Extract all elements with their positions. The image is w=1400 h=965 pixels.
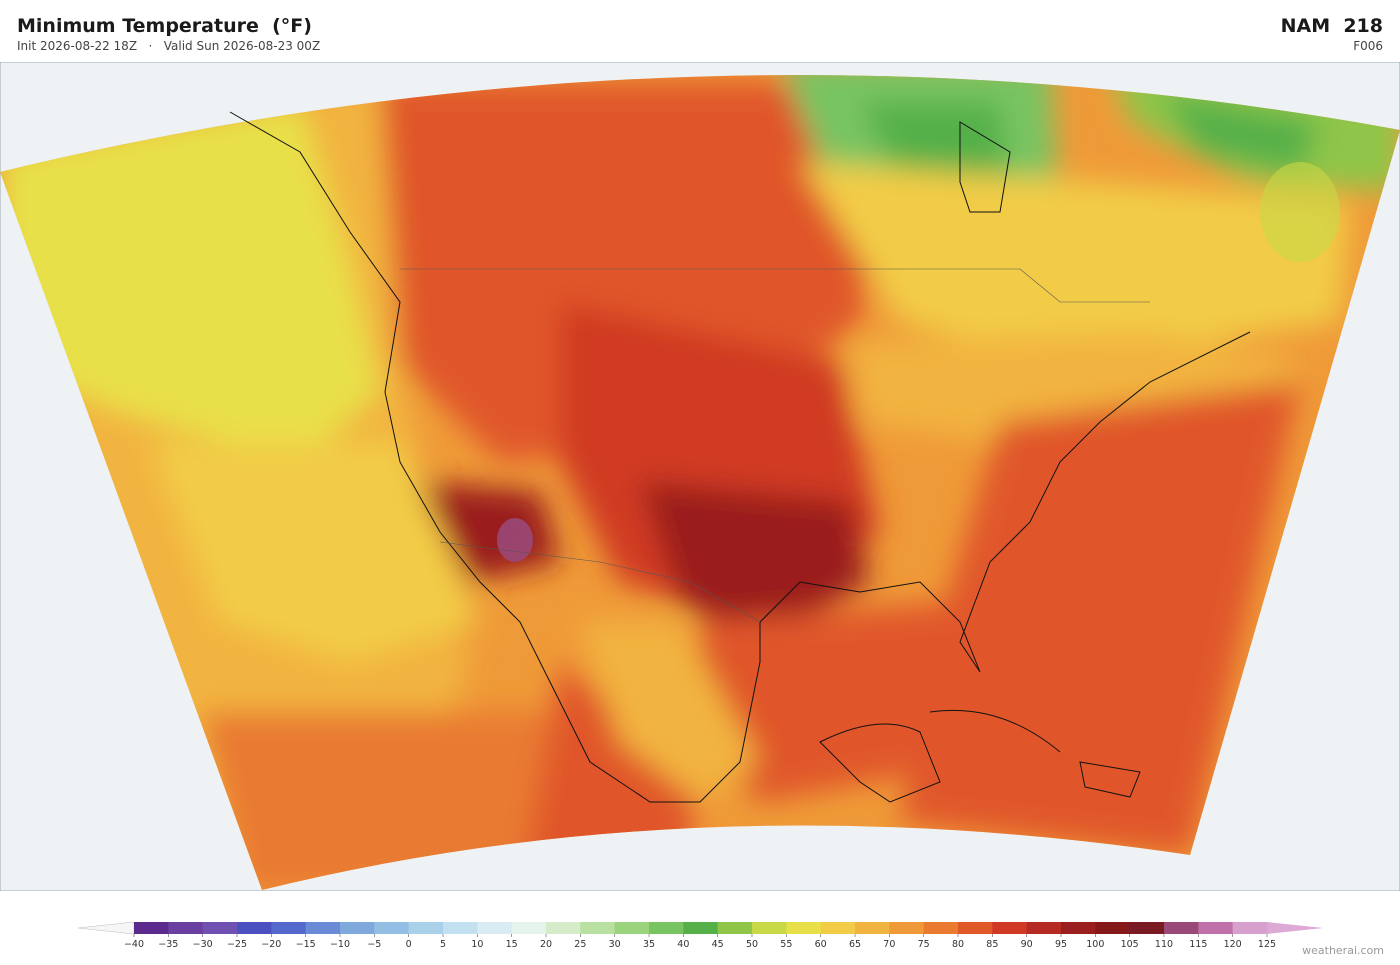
colorbar-segment [649,922,684,934]
colorbar-tick-label: −25 [227,939,247,950]
colorbar-segment [1198,922,1233,934]
map [0,62,1400,891]
coastlines [229,111,1251,803]
colorbar-tick-label: 95 [1055,939,1067,950]
colorbar-over [1267,922,1323,934]
colorbar-segment [786,922,821,934]
colorbar-tick-label: 35 [643,939,655,950]
colorbar-tick-label: 60 [815,939,827,950]
colorbar-segment [237,922,272,934]
colorbar-tick-label: −30 [193,939,213,950]
colorbar-tick-label: −40 [124,939,144,950]
colorbar-tick-label: 25 [574,939,586,950]
borders [400,268,1150,623]
colorbar-tick-label: −15 [296,939,316,950]
colorbar-tick-label: 125 [1258,939,1276,950]
colorbar-tick-label: 10 [471,939,483,950]
colorbar: −40 −35 −30 −25 −20 −15 −10 −5 0 5 10 15 20 25 30 35 40 4… [77,921,1323,950]
colorbar-tick-label: 85 [986,939,998,950]
colorbar-tick-label: 40 [677,939,689,950]
colorbar-segment [546,922,581,934]
colorbar-segment [1164,922,1199,934]
colorbar-segment [202,922,238,934]
colorbar-tick-label: 50 [746,939,758,950]
colorbar-segment [477,922,512,934]
colorbar-tick-label: 80 [952,939,964,950]
colorbar-tick-label: 100 [1086,939,1104,950]
colorbar-segment [855,922,890,934]
colorbar-tick-label: 30 [609,939,621,950]
colorbar-segment [717,922,753,934]
colorbar-tick-label: 0 [406,939,412,950]
colorbar-tick-label: −35 [158,939,178,950]
colorbar-segment [1232,922,1268,934]
colorbar-segment [340,922,375,934]
colorbar-segment [958,922,993,934]
model-name: NAM 218 [1280,15,1383,37]
colorbar-tick-label: 15 [506,939,518,950]
colorbar-tick-label: 70 [883,939,895,950]
colorbar-tick-label: 115 [1189,939,1207,950]
forecast-hour: F006 [1353,39,1383,53]
subtitle: Init 2026-08-22 18Z · Valid Sun 2026-08-… [17,39,321,53]
title: Minimum Temperature (°F) [17,15,312,37]
colorbar-segment [374,922,409,934]
colorbar-segment [1129,922,1165,934]
colorbar-segment [820,922,856,934]
colorbar-segment [1061,922,1096,934]
colorbar-segment [889,922,924,934]
colorbar-segment [168,922,203,934]
colorbar-tick-label: 120 [1224,939,1242,950]
colorbar-segment [580,922,615,934]
colorbar-segment [134,922,169,934]
colorbar-segment [752,922,787,934]
colorbar-tick-label: 55 [780,939,792,950]
colorbar-segment [305,922,341,934]
colorbar-segment [683,922,718,934]
colorbar-tick-label: 75 [918,939,930,950]
colorbar-segment [923,922,959,934]
colorbar-segment [992,922,1027,934]
colorbar-segment [1026,922,1062,934]
colorbar-segment [271,922,306,934]
colorbar-segment [511,922,547,934]
colorbar-segment [614,922,650,934]
colorbar-tick-label: 5 [440,939,446,950]
colorbar-segment [408,922,444,934]
colorbar-segment [1095,922,1130,934]
colorbar-tick-label: −10 [330,939,350,950]
colorbar-tick-label: 105 [1121,939,1139,950]
colorbar-under [77,921,135,935]
colorbar-tick-label: 45 [712,939,724,950]
colorbar-tick-label: −20 [261,939,281,950]
colorbar-tick-label: −5 [367,939,381,950]
colorbar-segment [443,922,478,934]
colorbar-tick-label: 20 [540,939,552,950]
colorbar-tick-label: 65 [849,939,861,950]
watermark: weatherai.com [1302,944,1384,957]
colorbar-tick-label: 110 [1155,939,1173,950]
colorbar-tick-label: 90 [1021,939,1033,950]
